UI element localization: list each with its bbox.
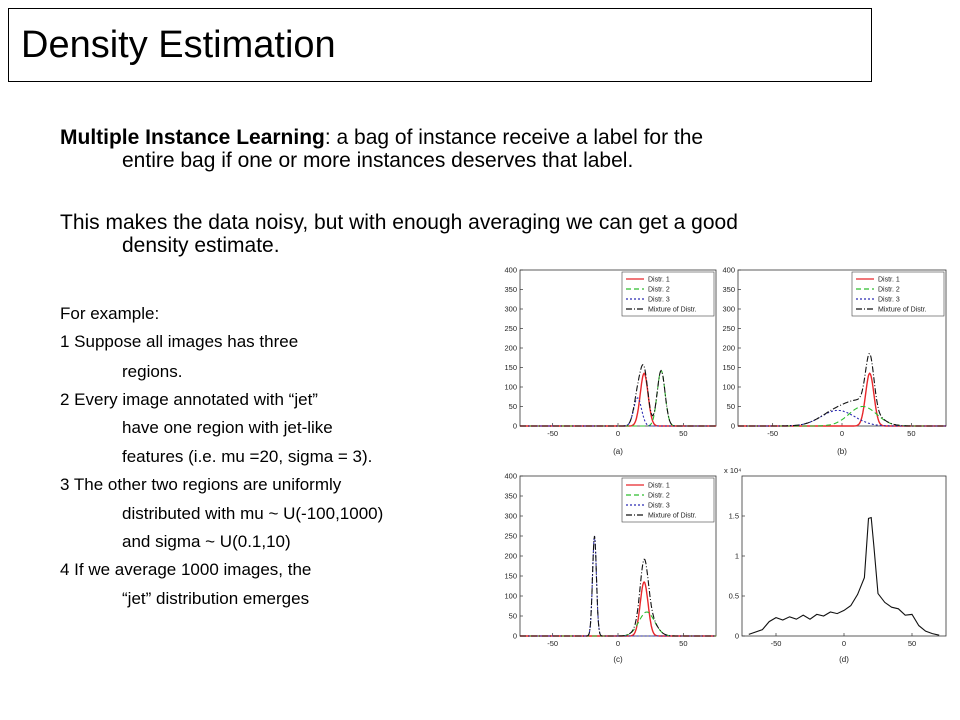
example-line: 2 Every image annotated with “jet”	[60, 390, 318, 409]
legend-label: Distr. 2	[878, 287, 900, 294]
example-line: distributed with mu ~ U(-100,1000)	[122, 504, 384, 523]
noise-line-1: This makes the data noisy, but with enou…	[60, 211, 738, 234]
x-tick-label: 0	[616, 639, 620, 648]
panel-caption: (b)	[837, 447, 847, 456]
x-tick-label: 0	[842, 639, 846, 648]
y-tick-label: 0.5	[729, 592, 739, 601]
paragraph-noise: This makes the data noisy, but with enou…	[60, 211, 900, 257]
mil-term: Multiple Instance Learning	[60, 126, 325, 149]
y-tick-label: 50	[727, 402, 735, 411]
example-heading: For example:	[60, 304, 160, 323]
legend-label: Distr. 2	[648, 493, 670, 500]
example-line: features (i.e. mu =20, sigma = 3).	[122, 447, 373, 466]
y-tick-label: 0	[513, 422, 517, 431]
x-tick-label: -50	[771, 639, 782, 648]
example-line: 3 The other two regions are uniformly	[60, 475, 342, 494]
y-exponent-label: x 10⁴	[724, 466, 741, 475]
x-tick-label: 50	[679, 639, 687, 648]
y-tick-label: 200	[504, 552, 517, 561]
legend-label: Distr. 3	[878, 297, 900, 304]
slide-title: Density Estimation	[21, 24, 336, 66]
legend-label: Distr. 1	[878, 277, 900, 284]
x-tick-label: 0	[616, 429, 620, 438]
chart-legend: Distr. 1 Distr. 2 Distr. 3 Mixture of Distr…	[851, 271, 945, 317]
legend-label: Mixture of Distr.	[648, 307, 697, 314]
series-line-distr-3	[520, 535, 716, 637]
y-tick-label: 300	[504, 305, 517, 314]
mil-definition-cont: entire bag if one or more instances dese…	[122, 149, 634, 172]
series-line-mixture-of-distr-	[520, 535, 716, 637]
y-tick-label: 200	[504, 344, 517, 353]
y-tick-label: 350	[722, 285, 735, 294]
y-tick-label: 250	[722, 324, 735, 333]
legend-label: Distr. 1	[648, 277, 670, 284]
legend-label: Mixture of Distr.	[878, 307, 927, 314]
y-tick-label: 200	[722, 344, 735, 353]
y-tick-label: 400	[722, 266, 735, 275]
mil-definition: : a bag of instance receive a label for …	[324, 126, 704, 149]
example-line: 4 If we average 1000 images, the	[60, 560, 312, 579]
example-line: have one region with jet-like	[122, 418, 333, 437]
y-tick-label: 150	[504, 572, 517, 581]
chart-legend: Distr. 1 Distr. 2 Distr. 3 Mixture of Distr…	[621, 477, 715, 523]
x-tick-label: -50	[767, 429, 778, 438]
y-tick-label: 50	[509, 402, 517, 411]
panel-caption: (a)	[613, 447, 623, 456]
noise-line-2: density estimate.	[122, 234, 280, 257]
y-tick-label: 250	[504, 324, 517, 333]
x-tick-label: 50	[907, 429, 915, 438]
paragraph-mil: Multiple Instance Learning: a bag of ins…	[60, 126, 900, 172]
y-tick-label: 400	[504, 472, 517, 481]
legend-label: Distr. 3	[648, 297, 670, 304]
y-tick-label: 350	[504, 492, 517, 501]
y-tick-label: 250	[504, 532, 517, 541]
y-tick-label: 300	[504, 512, 517, 521]
chart-legend: Distr. 1 Distr. 2 Distr. 3 Mixture of Distr…	[621, 271, 715, 317]
legend-label: Distr. 1	[648, 483, 670, 490]
series-line-average	[748, 516, 940, 636]
y-tick-label: 100	[722, 383, 735, 392]
y-tick-label: 0	[735, 632, 739, 641]
y-tick-label: 150	[504, 363, 517, 372]
title-box: Density Estimation	[8, 8, 872, 82]
series-line-mixture-of-distr-	[738, 353, 946, 427]
example-line: 1 Suppose all images has three	[60, 332, 299, 351]
chart-panel-4: -50 0 50 0 0.5 1 1.5 x 10⁴ (d)	[724, 466, 947, 664]
y-tick-label: 0	[513, 632, 517, 641]
legend-label: Distr. 3	[648, 503, 670, 510]
series-line-distr-3	[520, 397, 716, 427]
y-tick-label: 100	[504, 592, 517, 601]
plot-frame	[741, 475, 947, 637]
panel-caption: (c)	[613, 655, 623, 664]
x-tick-label: 50	[908, 639, 916, 648]
legend-label: Distr. 2	[648, 287, 670, 294]
panel-caption: (d)	[839, 655, 849, 664]
x-tick-label: 50	[679, 429, 687, 438]
y-tick-label: 300	[722, 305, 735, 314]
y-tick-label: 1.5	[729, 512, 739, 521]
y-tick-label: 350	[504, 285, 517, 294]
y-tick-label: 1	[735, 552, 739, 561]
legend-label: Mixture of Distr.	[648, 513, 697, 520]
y-tick-label: 150	[722, 363, 735, 372]
example-line: and sigma ~ U(0.1,10)	[122, 532, 291, 551]
y-tick-label: 100	[504, 383, 517, 392]
x-tick-label: 0	[840, 429, 844, 438]
y-tick-label: 400	[504, 266, 517, 275]
y-tick-label: 50	[509, 612, 517, 621]
x-tick-label: -50	[547, 429, 558, 438]
x-tick-label: -50	[547, 639, 558, 648]
y-tick-label: 0	[731, 422, 735, 431]
example-line: regions.	[122, 362, 183, 381]
example-line: “jet” distribution emerges	[122, 589, 310, 608]
